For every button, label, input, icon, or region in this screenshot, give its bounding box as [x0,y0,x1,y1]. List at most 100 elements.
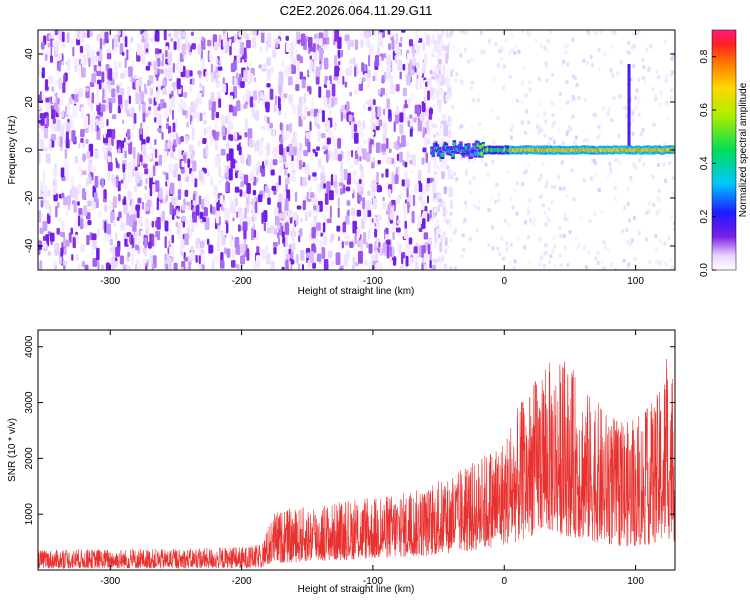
spectrogram-cell [61,231,66,238]
spectrogram-cell [316,146,320,151]
spectrogram-cell [614,158,618,163]
spectrogram-cell [225,142,230,150]
spectrogram-cell [497,193,501,198]
spectrogram-cell [430,122,434,127]
spectrogram-cell [61,192,65,198]
spectrogram-cell [577,96,581,101]
spectrogram-cell [312,172,317,177]
spectrogram-cell [184,170,189,177]
spectrogram-cell [346,235,350,240]
spectrogram-cell [372,75,376,82]
spectrogram-cell [278,175,281,186]
spectrogram-cell [131,253,134,266]
spectrogram-cell [316,204,320,213]
spectrogram-cell [586,30,590,34]
spectrogram-cell [255,201,258,214]
spectrogram-cell [342,221,347,233]
spectrogram-cell [96,34,100,42]
spectrogram-cell [587,250,591,255]
spectrogram-cell [334,148,339,161]
spectrogram-cell [77,264,81,270]
spectrogram-cell [91,246,94,257]
spectrogram-cell [303,92,307,104]
spectrogram-cell [39,181,42,189]
spectrogram-cell [544,222,548,227]
spectrogram-cell [543,45,547,50]
spectrogram-cell [181,32,187,37]
spectrogram-cell [441,171,445,180]
spectrogram-cell [158,154,163,166]
spectrogram-cell [665,101,669,106]
spectrogram-cell [205,144,209,157]
spectrogram-cell [498,48,502,53]
spectrogram-cell [258,148,263,157]
spectrogram-cell [432,134,436,139]
spectrogram-cell [417,120,423,132]
spectrogram-cell [451,152,455,157]
spectrogram-cell [627,135,631,140]
spectrogram-cell [437,49,441,54]
spectrogram-cell [335,252,341,266]
spectrogram-cell [383,71,387,81]
spectrogram-cell [539,174,543,179]
spectrogram-cell [582,58,586,63]
spectrogram-cell [642,162,646,167]
spectrogram-cell [380,262,383,270]
spectrogram-cell [172,122,176,134]
spectrogram-cell [524,93,528,98]
spectrogram-cell [451,45,455,50]
spectrogram-cell [270,225,274,234]
spectrogram-cell [590,63,594,68]
spectrogram-cell [185,135,189,144]
spectrogram-cell [562,186,566,191]
spectrogram-cell [515,181,519,186]
spectrogram-cell [404,220,408,229]
spectrogram-cell [307,174,311,181]
spectrogram-cell [154,117,157,123]
spectrogram-cell [373,216,377,224]
spectrogram-cell [93,192,98,203]
spectrogram-cell [385,150,388,164]
spectrogram-cell [215,213,220,224]
spectrogram-cell [154,237,158,245]
spectrogram-cell [85,43,91,54]
spectrogram-cell [594,113,598,118]
spectrogram-cell [571,114,575,119]
spectrogram-cell [408,237,413,245]
spectrogram-cell [300,176,303,187]
spectrogram-cell [65,131,69,144]
spectrogram-cell [198,195,202,205]
spectrogram-cell [267,125,270,132]
spectrogram-cell [298,97,303,104]
spectrogram-cell [610,117,614,122]
spectrogram-cell [165,263,169,270]
spectrogram-cell [506,170,510,175]
spectrogram-cell [416,44,421,56]
spectrogram-cell [244,207,247,219]
spectrogram-cell [41,88,44,100]
spectrogram-cell [588,218,592,223]
spectrogram-cell [441,45,445,50]
spectrogram-cell [467,158,471,163]
spectrogram-cell [209,135,213,146]
spectrogram-cell [438,195,442,200]
spectrogram-cell [371,179,377,193]
spectrogram-cell [93,64,97,73]
spectrogram-cell [200,49,204,62]
spectrogram-cell [387,54,392,66]
spectrogram-cell [391,171,394,185]
spectrogram-cell [310,251,315,264]
spectrogram-cell [652,122,656,127]
spectrogram-cell [181,204,186,211]
spectrogram-cell [375,249,379,261]
spectrogram-cell [353,123,357,133]
spectrogram-cell [429,69,433,75]
spectrogram-cell [627,70,631,75]
spectrogram-cell [516,98,520,103]
spectrogram-cell [195,98,198,108]
spectrogram-cell [349,91,353,97]
spectrogram-cell [204,194,209,207]
spectrogram-cell [427,77,432,88]
spectrogram-cell [526,210,530,215]
